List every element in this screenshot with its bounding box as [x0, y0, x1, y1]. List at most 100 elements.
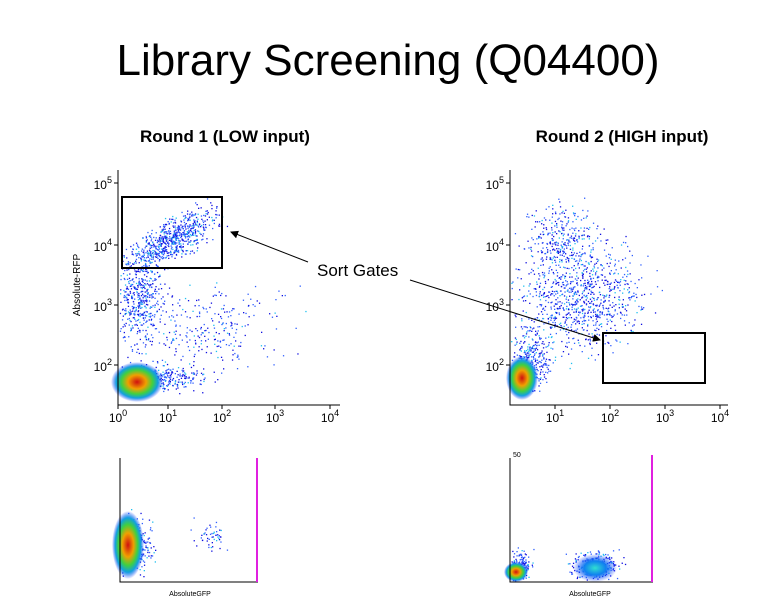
- dot: [546, 366, 548, 369]
- dot: [599, 304, 601, 306]
- dot: [200, 334, 202, 336]
- dot: [608, 288, 610, 290]
- dot: [165, 224, 168, 226]
- dot: [529, 353, 532, 356]
- dot: [586, 329, 588, 332]
- dot: [191, 250, 194, 252]
- dot: [141, 293, 144, 295]
- dot: [205, 534, 208, 536]
- dot: [254, 285, 257, 288]
- dot: [142, 299, 144, 301]
- dot: [218, 535, 220, 537]
- dot: [589, 342, 591, 344]
- dot: [164, 242, 166, 244]
- dot: [620, 317, 622, 320]
- dot: [176, 370, 178, 372]
- dot: [525, 559, 527, 561]
- dot: [192, 382, 194, 384]
- dot: [208, 216, 210, 218]
- dot: [620, 244, 623, 246]
- dot: [164, 225, 166, 227]
- dot: [536, 362, 538, 364]
- dot: [200, 233, 202, 236]
- dot: [614, 259, 616, 261]
- dot: [162, 225, 165, 228]
- dot: [168, 381, 170, 383]
- dot: [152, 337, 154, 339]
- dot: [515, 316, 517, 318]
- dot: [192, 373, 195, 375]
- dot: [141, 280, 143, 282]
- dot: [139, 329, 141, 332]
- dot: [138, 253, 140, 255]
- dot: [190, 231, 193, 233]
- dot: [548, 272, 550, 274]
- dot: [592, 303, 594, 305]
- dot: [603, 228, 605, 230]
- dot: [145, 315, 147, 317]
- dot: [127, 299, 129, 301]
- dot: [535, 341, 537, 343]
- dot: [596, 553, 598, 555]
- dot: [143, 253, 145, 255]
- dot: [603, 314, 606, 316]
- dot: [578, 320, 580, 323]
- dot: [167, 245, 169, 247]
- dot: [138, 278, 140, 280]
- dot: [541, 223, 543, 225]
- dot: [182, 228, 184, 230]
- dot: [208, 546, 210, 549]
- dot: [171, 372, 174, 374]
- dot: [543, 296, 545, 298]
- dot: [606, 313, 608, 316]
- tick-exp: 5: [499, 175, 504, 185]
- dot: [134, 318, 136, 320]
- dot: [201, 534, 203, 536]
- dot: [596, 316, 598, 318]
- dot: [152, 249, 154, 252]
- dot: [606, 329, 608, 332]
- dot: [182, 371, 184, 373]
- dot: [595, 262, 598, 264]
- dot: [572, 205, 574, 207]
- dot: [533, 348, 535, 350]
- dot: [563, 316, 565, 318]
- dot: [155, 264, 157, 266]
- dot: [590, 270, 592, 272]
- dot: [164, 376, 167, 378]
- dot: [581, 305, 583, 307]
- dot: [197, 225, 199, 227]
- dot: [145, 257, 148, 259]
- dot: [164, 250, 167, 252]
- dot: [590, 256, 592, 258]
- dot: [124, 291, 126, 293]
- dot: [156, 290, 158, 293]
- dot: [151, 344, 153, 346]
- dot: [615, 339, 617, 341]
- dot: [153, 245, 156, 247]
- dot: [596, 342, 598, 344]
- dot: [202, 224, 205, 226]
- dot: [195, 243, 198, 245]
- dot: [540, 237, 542, 239]
- dot: [168, 237, 170, 240]
- dot: [532, 562, 534, 564]
- dot: [562, 235, 564, 237]
- dot: [156, 256, 158, 258]
- dot: [157, 240, 160, 242]
- dot: [559, 251, 561, 254]
- sort-gate: [121, 196, 223, 269]
- dot: [597, 225, 599, 227]
- dot: [609, 283, 611, 285]
- dot: [524, 350, 526, 352]
- dot: [557, 251, 559, 254]
- dot: [164, 372, 166, 375]
- dot: [182, 355, 184, 358]
- dot: [586, 297, 588, 299]
- dot: [145, 353, 147, 355]
- dot: [137, 294, 139, 296]
- dot: [173, 243, 175, 245]
- dot: [197, 242, 199, 244]
- dot: [158, 254, 160, 256]
- dot: [572, 295, 574, 297]
